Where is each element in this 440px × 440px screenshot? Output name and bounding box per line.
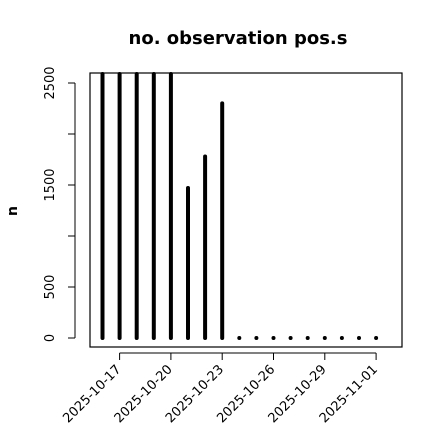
y-tick-label: 500 — [43, 275, 58, 300]
plot-frame — [89, 72, 403, 348]
bars — [100, 72, 379, 340]
y-tick-label: 0 — [43, 334, 58, 342]
y-axis: 0 500 1500 2500 — [43, 66, 76, 342]
y-tick-label: 1500 — [43, 168, 58, 201]
chart-title: no. observation pos.s — [129, 28, 348, 49]
y-axis-label: n — [5, 206, 21, 216]
y-tick-label: 2500 — [43, 66, 58, 99]
x-axis: 2025-10-172025-10-202025-10-232025-10-26… — [60, 352, 381, 426]
